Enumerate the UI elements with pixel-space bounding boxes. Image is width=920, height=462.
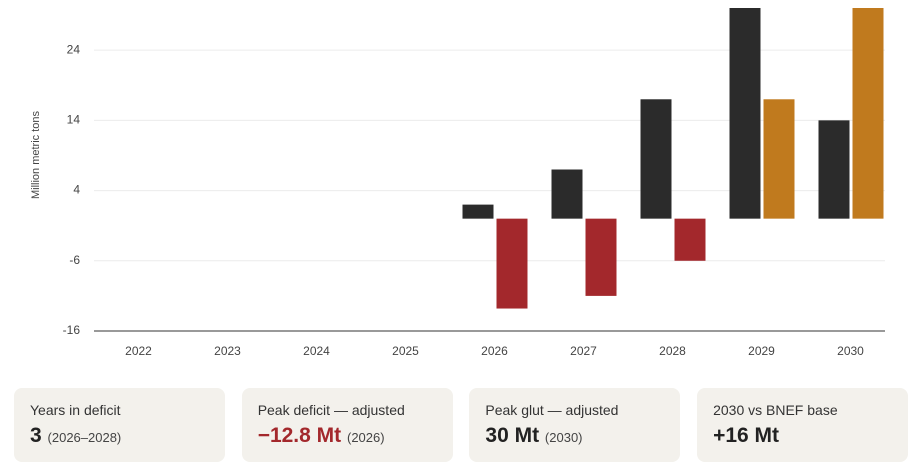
y-tick-label: 24 [67, 42, 81, 56]
x-tick-label: 2029 [748, 344, 775, 358]
card-note: (2026–2028) [47, 430, 122, 445]
card-label: 2030 vs BNEF base [713, 402, 838, 418]
card-value-row: +16 Mt [713, 424, 892, 448]
card-label: Peak deficit — adjusted [257, 402, 405, 418]
chart: Million metric tons -16 -6 4 14 24 2022 2023 20… [30, 8, 885, 358]
card-value: 3 [30, 424, 42, 447]
x-tick-label: 2023 [214, 344, 241, 358]
x-tick-label: 2028 [659, 344, 686, 358]
card-value-row: 30 Mt (2030) [485, 424, 664, 448]
card-value: 30 Mt [485, 424, 540, 447]
x-tick-label: 2027 [570, 344, 597, 358]
card-value: −12.8 Mt [257, 424, 342, 447]
y-tick-label: 4 [73, 183, 80, 197]
bar [763, 99, 795, 219]
card-label: Years in deficit [30, 402, 121, 418]
bar [852, 8, 884, 219]
summary-card: 2030 vs BNEF base +16 Mt [697, 388, 909, 462]
summary-card: Years in deficit 3 (2026–2028) [14, 388, 225, 462]
summary-card: Peak deficit — adjusted −12.8 Mt (2026) [241, 388, 453, 462]
x-tick-label: 2026 [481, 344, 508, 358]
bar [496, 218, 528, 309]
y-tick-label: 14 [67, 113, 81, 127]
summary-card: Peak glut — adjusted 30 Mt (2030) [469, 388, 681, 462]
bar [585, 218, 617, 296]
y-axis-label: Million metric tons [30, 110, 42, 199]
card-label: Peak glut — adjusted [485, 402, 619, 418]
y-tick-label: -16 [63, 323, 81, 337]
card-value-row: 3 (2026–2028) [30, 424, 209, 448]
page: Million metric tons -16 -6 4 14 24 2022 2023 20… [14, 8, 909, 462]
x-tick-label: 2022 [125, 344, 152, 358]
bar [640, 99, 672, 219]
x-tick-label: 2030 [837, 344, 864, 358]
card-note: (2030) [544, 430, 583, 445]
bar [674, 218, 706, 261]
x-tick-label: 2024 [303, 344, 330, 358]
card-note: (2026) [347, 430, 385, 445]
card-value: +16 Mt [713, 424, 780, 447]
bar [729, 8, 761, 219]
card-value-row: −12.8 Mt (2026) [258, 424, 437, 448]
x-tick-label: 2025 [392, 344, 419, 358]
bar [462, 204, 494, 219]
y-tick-label: -6 [69, 253, 80, 267]
bar [818, 120, 850, 219]
bar [551, 169, 583, 219]
